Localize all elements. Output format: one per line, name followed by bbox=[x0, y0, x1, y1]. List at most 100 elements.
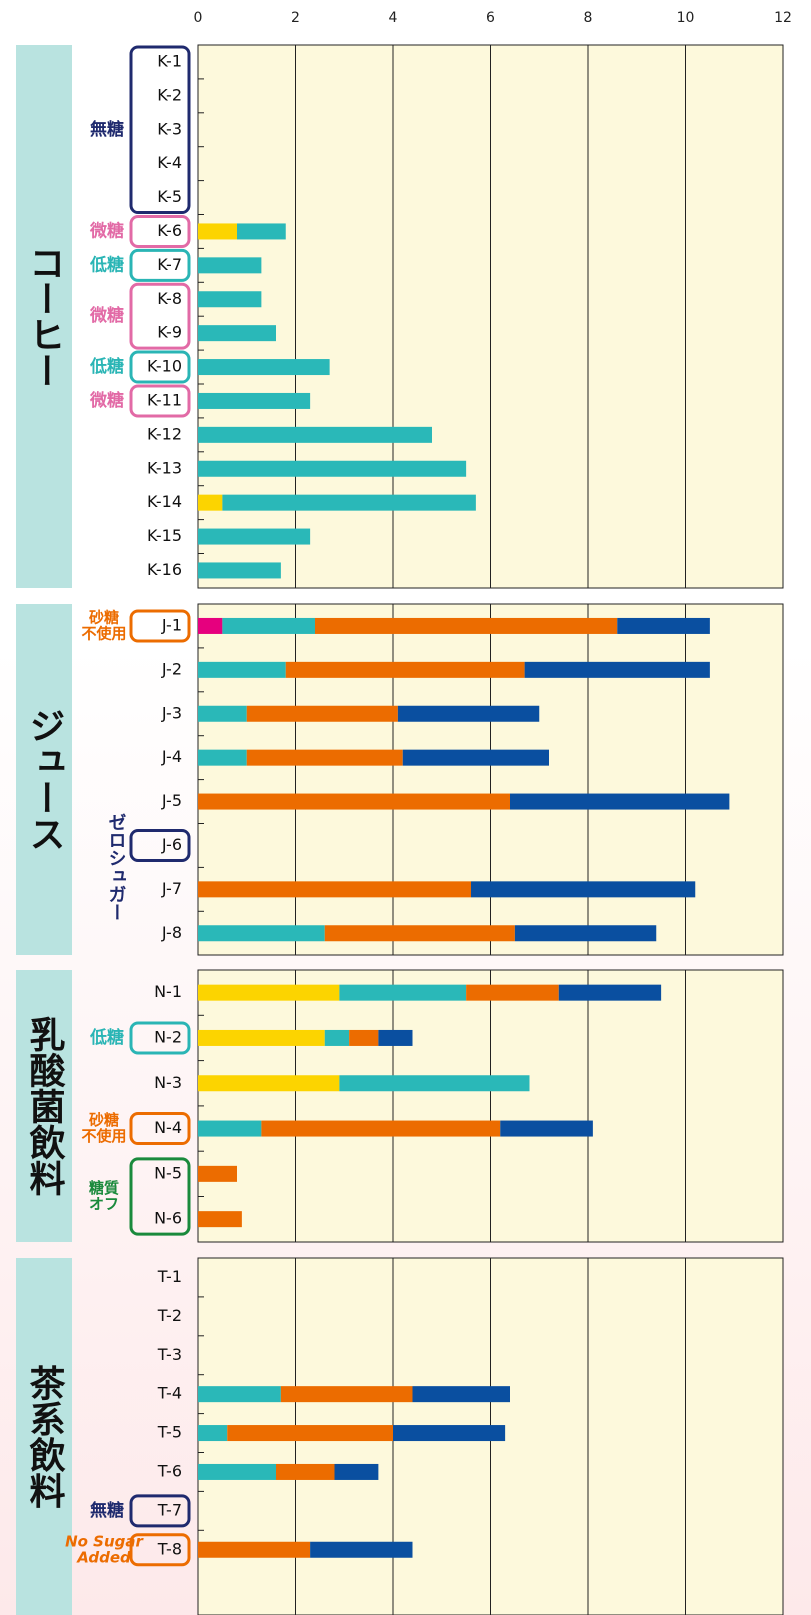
bar-segment bbox=[198, 618, 222, 634]
y-tick-label: K-1 bbox=[157, 51, 182, 70]
y-tick-label: T-2 bbox=[157, 1306, 182, 1325]
bar-segment bbox=[247, 706, 398, 722]
y-tick-label: J-2 bbox=[161, 659, 182, 678]
bar-segment bbox=[261, 1121, 500, 1137]
bar-segment bbox=[198, 1121, 261, 1137]
y-tick-label: K-7 bbox=[157, 255, 182, 274]
bar-segment bbox=[198, 427, 432, 443]
y-tick-label: K-16 bbox=[147, 560, 182, 579]
bar-segment bbox=[393, 1425, 505, 1441]
x-tick-label: 6 bbox=[486, 10, 495, 26]
y-tick-label: K-9 bbox=[157, 323, 182, 342]
bar-segment bbox=[198, 1425, 227, 1441]
group-label: 低糖 bbox=[89, 356, 124, 377]
bar-segment bbox=[466, 985, 559, 1001]
y-tick-label: K-4 bbox=[157, 153, 182, 172]
bar-segment bbox=[247, 750, 403, 766]
bar-segment bbox=[198, 1386, 281, 1402]
bar-segment bbox=[471, 881, 695, 897]
bar-segment bbox=[198, 325, 276, 341]
bar-segment bbox=[403, 750, 549, 766]
y-tick-label: J-8 bbox=[161, 923, 182, 942]
y-tick-label: K-2 bbox=[157, 85, 182, 104]
group-label: オフ bbox=[89, 1195, 119, 1213]
y-tick-label: J-3 bbox=[161, 703, 182, 722]
y-tick-label: T-4 bbox=[157, 1384, 182, 1403]
y-tick-label: N-2 bbox=[154, 1027, 182, 1046]
bar-segment bbox=[198, 662, 286, 678]
panel-title: 茶系飲料 bbox=[24, 1364, 66, 1508]
y-tick-label: N-1 bbox=[154, 982, 182, 1001]
group-label: 無糖 bbox=[90, 1500, 124, 1521]
bar-segment bbox=[198, 925, 325, 941]
bar-segment bbox=[281, 1386, 413, 1402]
bar-segment bbox=[198, 562, 281, 578]
group-label: 無糖 bbox=[90, 119, 124, 140]
bar-segment bbox=[413, 1386, 511, 1402]
y-tick-label: K-5 bbox=[157, 187, 182, 206]
y-tick-label: K-8 bbox=[157, 289, 182, 308]
bar-segment bbox=[325, 925, 515, 941]
bar-segment bbox=[378, 1030, 412, 1046]
bar-segment bbox=[525, 662, 710, 678]
bar-segment bbox=[198, 985, 339, 1001]
y-tick-label: N-4 bbox=[154, 1118, 182, 1137]
group-label: 低糖 bbox=[89, 254, 124, 275]
y-tick-label: T-6 bbox=[157, 1461, 182, 1480]
y-tick-label: K-14 bbox=[147, 492, 182, 511]
bar-segment bbox=[276, 1464, 335, 1480]
bar-segment bbox=[198, 1211, 242, 1227]
bar-segment bbox=[198, 1464, 276, 1480]
bar-segment bbox=[198, 461, 466, 477]
x-tick-label: 8 bbox=[584, 10, 593, 26]
group-label: 微糖 bbox=[89, 390, 124, 411]
panel-title: 乳酸菌飲料 bbox=[24, 1016, 66, 1196]
group-label: 微糖 bbox=[89, 220, 124, 241]
group-label: 不使用 bbox=[81, 624, 126, 642]
bar-segment bbox=[325, 1030, 349, 1046]
y-tick-label: K-15 bbox=[147, 526, 182, 545]
y-tick-label: K-6 bbox=[157, 221, 182, 240]
bar-segment bbox=[398, 706, 539, 722]
bar-segment bbox=[510, 794, 729, 810]
bar-segment bbox=[198, 291, 261, 307]
bar-segment bbox=[349, 1030, 378, 1046]
y-tick-label: T-7 bbox=[157, 1500, 182, 1519]
bar-segment bbox=[198, 1030, 325, 1046]
y-tick-label: T-3 bbox=[157, 1345, 182, 1364]
bar-segment bbox=[222, 618, 315, 634]
x-tick-label: 12 bbox=[774, 10, 792, 26]
bar-segment bbox=[198, 257, 261, 273]
y-tick-label: N-5 bbox=[154, 1163, 182, 1182]
bar-segment bbox=[286, 662, 525, 678]
panel-title: ジュース bbox=[24, 708, 65, 852]
bar-segment bbox=[515, 925, 656, 941]
bar-segment bbox=[198, 1075, 339, 1091]
group-label: 微糖 bbox=[89, 305, 124, 326]
bar-segment bbox=[198, 881, 471, 897]
bar-segment bbox=[222, 495, 476, 511]
bar-segment bbox=[227, 1425, 393, 1441]
bar-segment bbox=[198, 495, 222, 511]
y-tick-label: K-12 bbox=[147, 424, 182, 443]
y-tick-label: J-6 bbox=[161, 835, 182, 854]
chart: コーヒー024681012K-1K-2K-3K-4K-5K-6K-7K-8K-9… bbox=[0, 0, 811, 1615]
bar-segment bbox=[198, 359, 330, 375]
bar-segment bbox=[339, 1075, 529, 1091]
y-tick-label: N-3 bbox=[154, 1073, 182, 1092]
y-tick-label: J-1 bbox=[161, 615, 182, 634]
y-tick-label: N-6 bbox=[154, 1209, 182, 1228]
bar-segment bbox=[335, 1464, 379, 1480]
bar-segment bbox=[198, 223, 237, 239]
x-tick-label: 2 bbox=[291, 10, 300, 26]
bar-segment bbox=[559, 985, 661, 1001]
bar-segment bbox=[617, 618, 710, 634]
bar-segment bbox=[198, 393, 310, 409]
bar-segment bbox=[198, 1166, 237, 1182]
bar-segment bbox=[315, 618, 617, 634]
bar-segment bbox=[198, 529, 310, 545]
bar-segment bbox=[198, 706, 247, 722]
bar-segment bbox=[237, 223, 286, 239]
x-tick-label: 10 bbox=[677, 10, 695, 26]
y-tick-label: K-13 bbox=[147, 458, 182, 477]
